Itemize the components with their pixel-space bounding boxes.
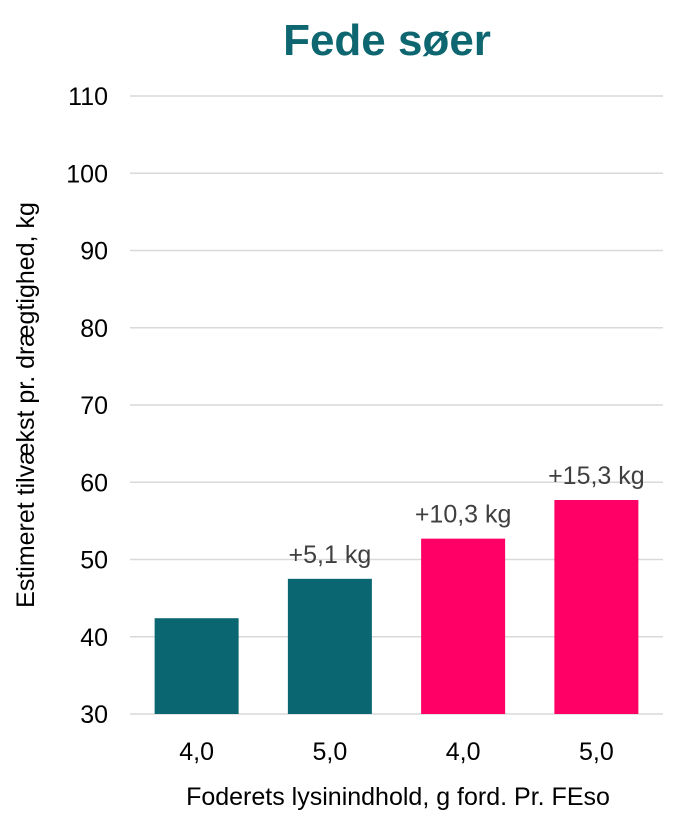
y-tick-label: 40 [80,624,108,652]
data-label: +10,3 kg [415,501,512,529]
y-tick-label: 60 [80,469,108,497]
y-tick-label: 90 [80,238,108,266]
x-axis-label: Foderets lysinindhold, g ford. Pr. FEso [186,783,610,811]
bar-4 [554,500,639,714]
x-tick-label: 5,0 [579,738,614,766]
data-label: +15,3 kg [548,462,645,490]
y-tick-label: 110 [68,83,108,111]
y-tick-label: 70 [80,392,108,420]
bar-2 [287,578,372,714]
x-axis-ticks: 4,0 5,0 4,0 5,0 [179,738,614,766]
bars [154,500,639,714]
data-labels: +5,1 kg +10,3 kg +15,3 kg [289,462,645,569]
y-axis-label: Estimeret tilvækst pr. drægtighed, kg [12,202,40,608]
y-tick-label: 30 [80,701,108,729]
data-label: +5,1 kg [289,541,372,569]
x-tick-label: 5,0 [312,738,347,766]
y-tick-label: 50 [80,547,108,575]
x-tick-label: 4,0 [179,738,214,766]
y-tick-label: 80 [80,315,108,343]
chart-title: Fede søer [283,16,491,65]
y-tick-label: 100 [66,160,108,188]
bar-3 [421,538,506,714]
y-axis-ticks: 30 40 50 60 70 80 90 100 110 [66,83,108,729]
bar-1 [154,618,239,714]
x-tick-label: 4,0 [446,738,481,766]
